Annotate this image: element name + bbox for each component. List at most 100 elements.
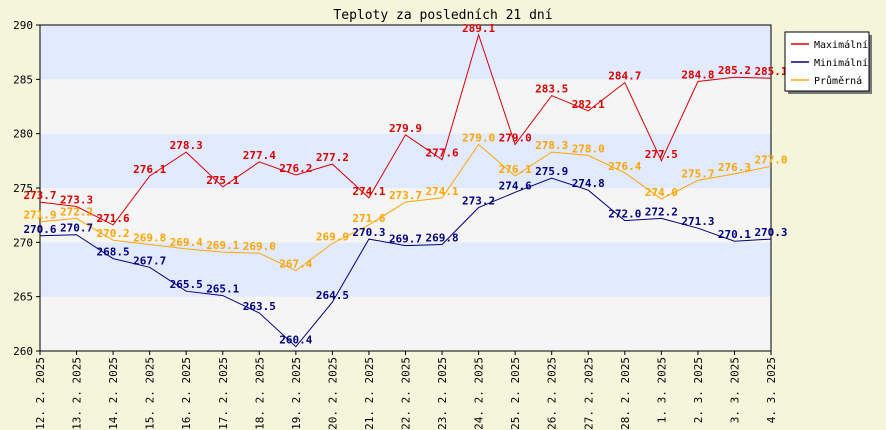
legend-label: Maximální: [814, 39, 868, 51]
data-label: 284.8: [681, 69, 714, 82]
data-label: 277.5: [645, 148, 678, 161]
data-label: 273.7: [389, 189, 422, 202]
x-tick-label: 18. 2. 2025: [253, 357, 266, 430]
y-tick-label: 275: [13, 182, 33, 195]
data-label: 270.6: [23, 223, 56, 236]
x-tick-label: 23. 2. 2025: [436, 357, 449, 430]
x-tick-label: 13. 2. 2025: [71, 357, 84, 430]
x-tick-label: 28. 2. 2025: [619, 357, 632, 430]
data-label: 274.6: [499, 179, 532, 192]
data-label: 269.9: [316, 230, 349, 243]
x-tick-label: 19. 2. 2025: [290, 357, 303, 430]
data-label: 274.0: [645, 186, 678, 199]
data-label: 279.9: [389, 122, 422, 135]
data-label: 284.7: [608, 70, 641, 83]
data-label: 271.6: [352, 212, 385, 225]
x-tick-label: 24. 2. 2025: [473, 357, 486, 430]
data-label: 278.0: [572, 142, 605, 155]
data-label: 277.6: [425, 147, 458, 160]
data-label: 271.3: [681, 215, 714, 228]
y-tick-label: 280: [13, 128, 33, 141]
y-tick-label: 285: [13, 73, 33, 86]
data-label: 278.3: [170, 139, 203, 152]
x-tick-label: 21. 2. 2025: [363, 357, 376, 430]
y-axis: 260 265 270 275 280 285 290: [13, 19, 40, 358]
x-tick-label: 15. 2. 2025: [144, 357, 157, 430]
x-tick-label: 12. 2. 2025: [34, 357, 47, 430]
data-label: 269.0: [243, 240, 276, 253]
x-tick-label: 20. 2. 2025: [326, 357, 339, 430]
plot-bands: [39, 24, 772, 352]
data-label: 260.4: [279, 334, 312, 347]
data-label: 276.1: [133, 163, 166, 176]
y-tick-label: 260: [13, 345, 33, 358]
data-label: 276.2: [279, 162, 312, 175]
plot-band: [40, 25, 771, 80]
data-label: 269.8: [133, 232, 166, 245]
series-line-1: [39, 177, 772, 348]
data-label: 272.2: [60, 205, 93, 218]
data-label: 277.0: [754, 153, 787, 166]
x-tick-label: 2. 3. 2025: [692, 357, 705, 423]
data-label: 285.2: [718, 64, 751, 77]
data-label: 275.7: [681, 167, 714, 180]
x-tick-label: 14. 2. 2025: [107, 357, 120, 430]
data-label: 263.5: [243, 300, 276, 313]
data-labels: 273.7 273.3271.6276.1278.3275.1277.4276.2…: [23, 22, 787, 347]
data-label: 265.5: [170, 278, 203, 291]
data-label: 277.4: [243, 149, 276, 162]
x-tick-label: 22. 2. 2025: [400, 357, 413, 430]
data-label: 270.2: [97, 227, 130, 240]
data-label: 274.1: [352, 185, 385, 198]
data-label: 275.1: [206, 174, 239, 187]
data-label: 271.9: [23, 209, 56, 222]
x-tick-label: 4. 3. 2025: [765, 357, 778, 423]
data-label: 269.4: [170, 236, 203, 249]
y-tick-label: 270: [13, 236, 33, 249]
data-label: 271.6: [97, 212, 130, 225]
data-label: 270.7: [60, 222, 93, 235]
data-label: 289.1: [462, 22, 495, 35]
data-label: 278.3: [535, 139, 568, 152]
data-label: 267.7: [133, 254, 166, 267]
data-label: 269.7: [389, 233, 422, 246]
x-tick-label: 25. 2. 2025: [509, 357, 522, 430]
legend: Maximální Minimální Průměrná: [784, 31, 872, 94]
plot-band: [40, 79, 771, 134]
series-line-0: [39, 33, 772, 226]
data-label: 279.0: [499, 132, 532, 145]
x-tick-label: 16. 2. 2025: [180, 357, 193, 430]
data-label: 283.5: [535, 83, 568, 96]
plot-band: [40, 133, 771, 188]
plot-band: [40, 296, 771, 351]
chart-title: Teploty za posledních 21 dní: [333, 8, 552, 23]
series-line-2: [39, 143, 772, 272]
data-label: 273.3: [60, 193, 93, 206]
data-label: 265.1: [206, 283, 239, 296]
data-label: 264.5: [316, 289, 349, 302]
data-label: 272.2: [645, 205, 678, 218]
data-label: 270.3: [754, 226, 787, 239]
x-axis: 12. 2. 2025 13. 2. 2025 14. 2. 2025 15. 2. …: [34, 351, 778, 430]
data-label: 275.9: [535, 165, 568, 178]
data-label: 276.1: [499, 163, 532, 176]
data-label: 272.0: [608, 208, 641, 221]
series-lines: [39, 33, 772, 348]
data-label: 267.4: [279, 258, 312, 271]
x-tick-label: 1. 3. 2025: [655, 357, 668, 423]
data-label: 270.1: [718, 228, 751, 241]
data-label: 285.1: [754, 65, 787, 78]
data-label: 268.5: [97, 246, 130, 259]
data-label: 277.2: [316, 151, 349, 164]
data-label: 279.0: [462, 132, 495, 145]
x-tick-label: 17. 2. 2025: [217, 357, 230, 430]
data-label: 270.3: [352, 226, 385, 239]
data-label: 273.7: [23, 189, 56, 202]
y-tick-label: 265: [13, 291, 33, 304]
x-tick-label: 27. 2. 2025: [582, 357, 595, 430]
data-label: 269.1: [206, 239, 239, 252]
plot-band: [40, 242, 771, 297]
data-label: 269.8: [425, 232, 458, 245]
